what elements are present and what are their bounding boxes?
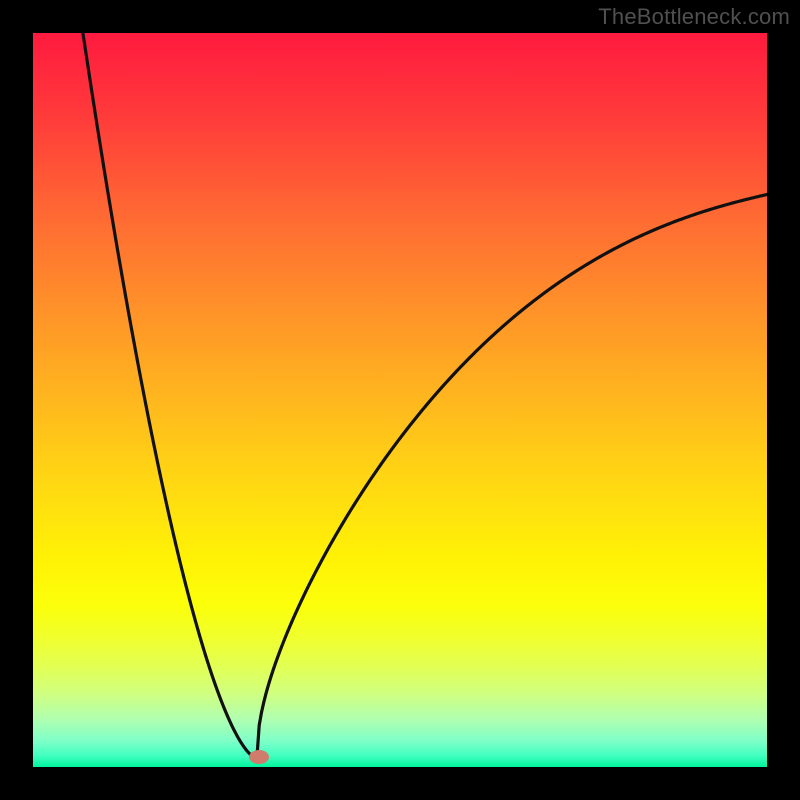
- plot-area: [33, 33, 767, 767]
- bottleneck-curve: [33, 33, 767, 767]
- minimum-marker: [249, 750, 269, 764]
- watermark-text: TheBottleneck.com: [598, 4, 790, 30]
